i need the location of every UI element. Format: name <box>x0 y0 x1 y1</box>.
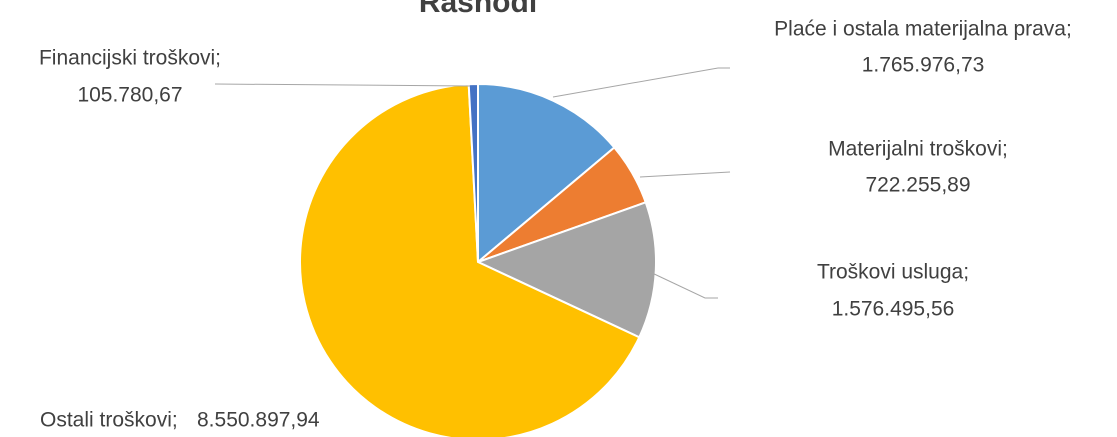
data-label-name: Materijalni troškovi; <box>828 138 1008 161</box>
pie-slice <box>475 201 657 339</box>
data-label-value: 1.576.495,56 <box>832 298 955 321</box>
pie-slice <box>299 83 641 437</box>
pie-slice <box>467 82 479 263</box>
leader-line <box>639 171 731 178</box>
chart-title: Rashodi <box>419 0 537 19</box>
leader-line <box>214 83 471 87</box>
data-label-value: 722.255,89 <box>865 174 970 197</box>
data-label-name: Financijski troškovi; <box>39 47 221 70</box>
pie-slice <box>477 82 616 265</box>
data-label-name: Plaće i ostala materijalna prava; <box>774 18 1072 41</box>
data-label-value: 8.550.897,94 <box>197 409 320 432</box>
data-label-value: 105.780,67 <box>77 84 182 107</box>
data-label-value: 1.765.976,73 <box>862 54 985 77</box>
data-label-name: Ostali troškovi; <box>40 409 178 432</box>
leader-line <box>649 271 718 299</box>
leader-line <box>552 67 730 98</box>
data-label-name: Troškovi usluga; <box>817 261 969 284</box>
